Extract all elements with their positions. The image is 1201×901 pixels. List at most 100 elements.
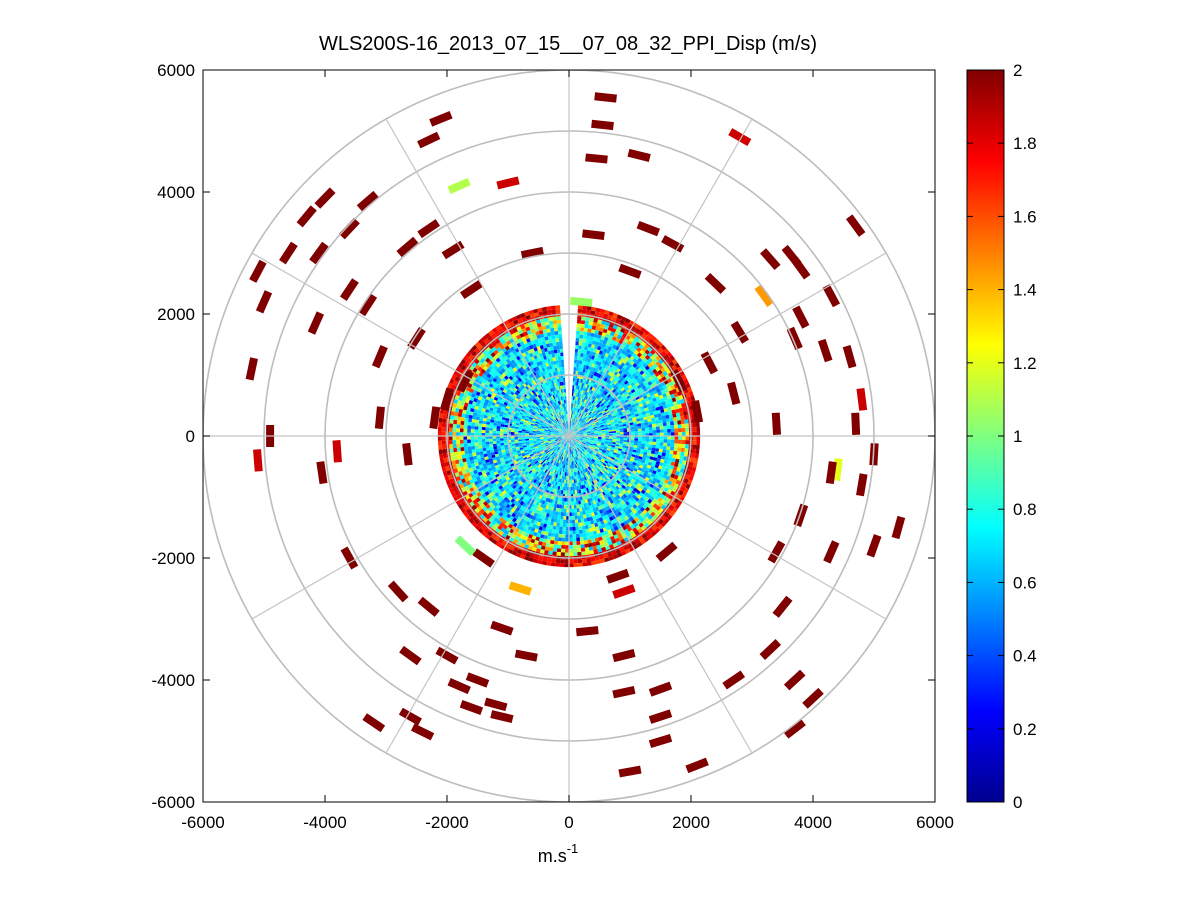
core-gate <box>567 428 569 433</box>
core-gate <box>540 431 544 434</box>
core-gate <box>556 522 560 527</box>
core-gate <box>561 441 565 445</box>
core-gate <box>638 430 642 434</box>
core-gate <box>557 426 561 429</box>
core-gate <box>616 439 620 442</box>
core-gate <box>576 443 580 447</box>
core-gate <box>576 452 579 456</box>
core-gate <box>582 428 586 431</box>
core-gate <box>587 437 591 439</box>
core-gate <box>544 442 549 444</box>
core-gate <box>662 418 667 423</box>
core-gate <box>567 461 569 466</box>
core-gate <box>572 418 574 422</box>
plot-area <box>203 70 935 802</box>
core-gate <box>546 451 550 455</box>
core-gate <box>575 431 579 433</box>
core-gate <box>558 334 563 339</box>
core-gate <box>579 437 584 438</box>
core-gate <box>579 439 583 441</box>
core-gate <box>572 453 575 458</box>
core-gate <box>587 437 591 439</box>
core-gate <box>663 442 668 447</box>
core-gate <box>548 441 552 444</box>
core-gate <box>544 419 548 423</box>
core-gate <box>571 442 574 447</box>
core-gate <box>578 440 583 443</box>
core-gate <box>656 442 660 446</box>
core-gate <box>558 448 562 452</box>
core-gate <box>542 423 547 426</box>
core-gate <box>562 426 565 431</box>
core-gate <box>662 445 667 450</box>
core-gate <box>554 453 557 458</box>
core-gate <box>558 437 562 438</box>
core-gate <box>579 334 584 339</box>
core-gate <box>583 446 588 449</box>
core-gate <box>559 424 563 428</box>
core-gate <box>547 440 552 442</box>
core-gate <box>580 424 584 428</box>
core-gate <box>572 437 576 439</box>
core-gate <box>585 425 589 428</box>
core-gate <box>588 444 593 448</box>
core-gate <box>564 446 566 450</box>
core-gate <box>585 442 590 445</box>
core-gate <box>570 446 572 451</box>
core-gate <box>572 457 575 462</box>
core-gate <box>510 437 515 441</box>
core-gate <box>554 424 558 427</box>
core-gate <box>576 416 579 420</box>
core-gate <box>585 450 589 454</box>
core-gate <box>558 537 562 542</box>
core-gate <box>576 425 580 429</box>
core-gate <box>570 443 572 447</box>
core-gate <box>564 457 566 462</box>
core-gate <box>544 429 548 431</box>
core-gate <box>564 425 567 430</box>
core-gate <box>551 452 555 456</box>
core-gate <box>587 447 591 451</box>
core-gate <box>563 512 567 517</box>
core-gate <box>587 453 591 457</box>
core-gate <box>579 409 582 414</box>
core-gate <box>570 443 572 447</box>
core-gate <box>588 424 593 428</box>
core-gate <box>583 417 587 421</box>
core-gate <box>566 468 568 473</box>
core-gate <box>567 450 568 455</box>
core-gate <box>585 444 589 447</box>
core-gate <box>551 440 556 442</box>
core-gate <box>573 445 576 450</box>
core-gate <box>577 515 581 520</box>
core-gate <box>561 436 566 438</box>
core-gate <box>586 431 591 433</box>
core-gate <box>575 530 580 535</box>
core-gate <box>590 441 594 443</box>
core-gate <box>561 419 564 423</box>
core-gate <box>558 456 561 460</box>
core-gate <box>561 367 565 371</box>
core-gate <box>586 440 591 442</box>
core-gate <box>546 416 550 420</box>
core-gate <box>572 422 574 426</box>
core-gate <box>563 438 567 442</box>
core-gate <box>566 414 568 418</box>
core-gate <box>562 411 565 415</box>
core-gate <box>559 345 563 349</box>
core-gate <box>570 425 572 429</box>
core-gate <box>582 440 587 442</box>
core-gate <box>574 449 577 453</box>
core-gate <box>571 418 573 422</box>
core-gate <box>572 436 577 438</box>
core-gate <box>563 453 565 458</box>
core-gate <box>567 421 568 426</box>
core-gate <box>641 425 646 429</box>
core-gate <box>559 424 562 428</box>
core-gate <box>562 530 566 535</box>
core-gate <box>573 427 577 431</box>
core-gate <box>543 432 548 434</box>
core-gate <box>468 418 473 423</box>
core-gate <box>579 433 584 435</box>
core-gate <box>577 426 581 429</box>
